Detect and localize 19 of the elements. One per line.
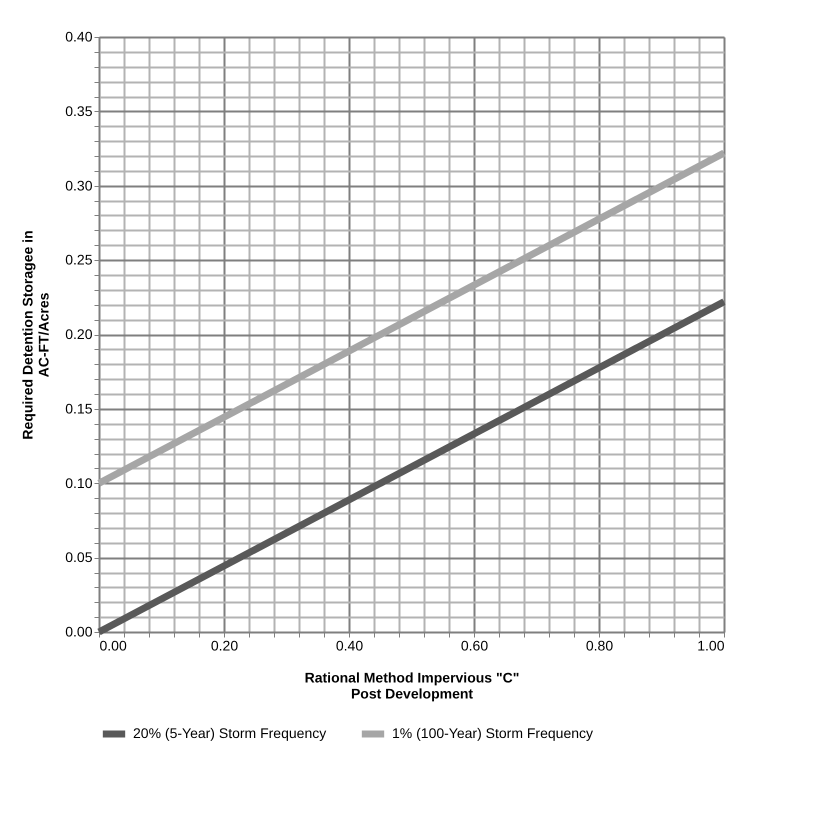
y-tick-label: 0.35	[65, 102, 93, 119]
y-tick-label: 0.20	[65, 326, 93, 342]
y-tick-label: 0.40	[65, 28, 93, 44]
legend-label: 1% (100-Year) Storm Frequency	[392, 725, 594, 741]
x-tick-label: 0.80	[586, 638, 614, 654]
x-tick-label: 0.60	[460, 638, 488, 654]
y-tick-label: 0.25	[65, 252, 93, 268]
y-tick-label: 0.15	[65, 400, 93, 416]
x-axis-title: Rational Method Impervious "C" Post Development	[304, 670, 520, 702]
legend-label: 20% (5-Year) Storm Frequency	[133, 725, 326, 741]
y-tick-label: 0.05	[65, 549, 93, 566]
y-axis-title: Required Detention Storagee in AC-FT/Acres	[19, 230, 52, 440]
y-tick-label: 0.10	[65, 474, 93, 491]
x-tick-label: 1.00	[697, 638, 725, 654]
x-tick-label: 0.40	[336, 638, 364, 654]
x-tick-label: 0.20	[210, 638, 238, 654]
x-tick-label: 0.00	[100, 638, 127, 654]
y-tick-label: 0.30	[65, 177, 93, 194]
y-tick-label: 0.00	[65, 624, 93, 640]
